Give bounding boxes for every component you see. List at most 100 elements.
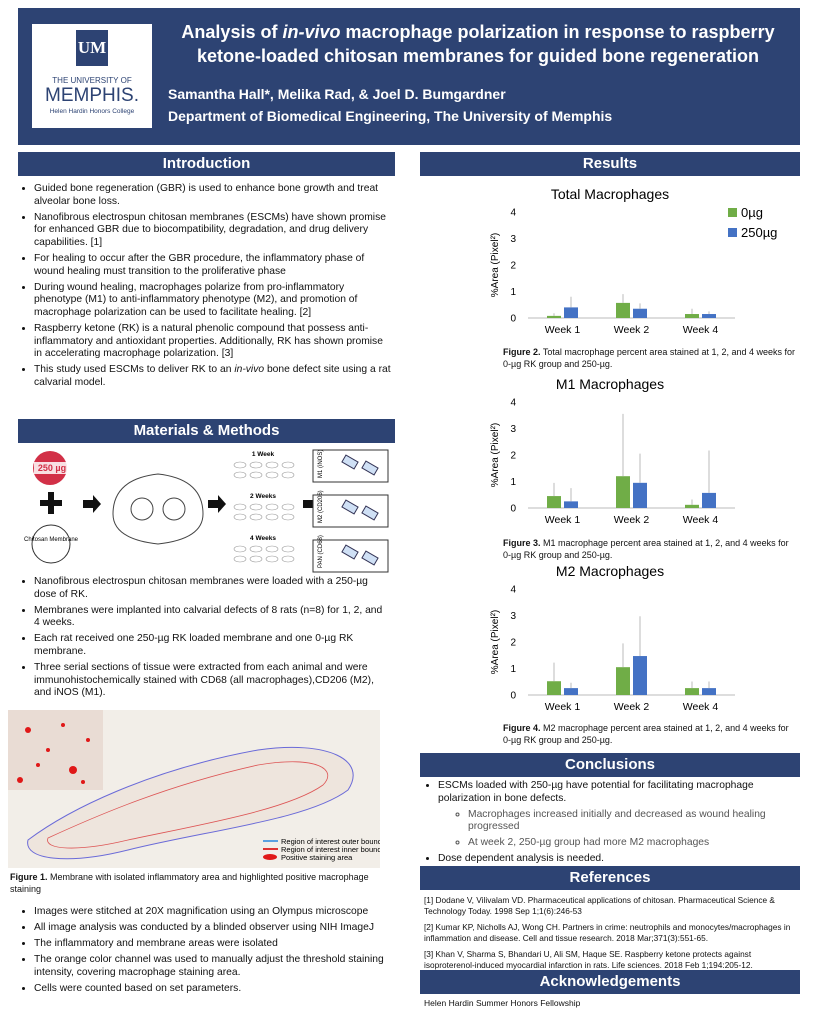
rat-icon [249,555,263,563]
y-tick-label: 4 [510,208,516,219]
legend-label: Region of interest inner boundary [281,845,380,854]
figure-caption: Figure 3. M1 macrophage percent area sta… [503,537,798,561]
x-tick-label: Week 4 [683,514,719,525]
bar [616,667,630,695]
caption-text: M1 macrophage percent area stained at 1,… [503,538,789,560]
chart-title: M2 Macrophages [556,563,664,579]
bar [702,314,716,318]
x-tick-label: Week 1 [545,324,581,335]
logo-line: THE UNIVERSITY OF [52,76,132,85]
references-list: [1] Dodane V, Vilivalam VD. Pharmaceutic… [424,895,796,976]
bar [547,315,561,318]
label-bg [34,462,70,474]
text-run: Each rat received one 250-µg RK loaded m… [34,633,354,657]
legend-label: 250µg [741,225,777,240]
rat-icon [281,513,295,521]
figure-caption: Figure 2. Total macrophage percent area … [503,346,798,370]
y-tick-label: 2 [510,451,516,462]
bar [633,308,647,318]
legend-label: 0µg [741,205,763,220]
y-tick-label: 4 [510,398,516,409]
methods-diagram: 250 µg Chitosan Membrane 1 Week 2 Weeks 4 … [24,449,389,573]
chart: Total Macrophages %Area (Pixel²) 0 1 2 3 4 Week… [490,186,777,335]
bullet: Images were stitched at 20X magnificatio… [34,906,390,919]
rat-icon [249,513,263,521]
bar [702,688,716,695]
y-tick-label: 4 [510,585,516,596]
caption-text: Membrane with isolated inflammatory area… [10,872,369,894]
bullet-list: Guided bone regeneration (GBR) is used t… [20,183,392,389]
text-run: The inflammatory and membrane areas were… [34,938,278,950]
bar [616,476,630,508]
slide [361,550,379,566]
bullet: Guided bone regeneration (GBR) is used t… [34,183,392,208]
rat-icon [265,513,279,521]
bar [633,656,647,695]
caption-label: Figure 3. [503,538,541,548]
x-tick-label: Week 1 [545,701,581,712]
bar [564,688,578,695]
figure-caption: Figure 4. M2 macrophage percent area sta… [503,722,798,746]
rat-icon [233,471,247,479]
bullet: Dose dependent analysis is needed. [438,853,796,866]
bar [633,482,647,508]
caption-label: Figure 2. [503,347,541,357]
caption-text: Total macrophage percent area stained at… [503,347,796,369]
defect [162,497,186,521]
rat-icon [249,503,263,511]
bar [564,501,578,508]
text-run: The orange color channel was used to man… [34,954,384,978]
x-tick-label: Week 2 [614,324,650,335]
bullet-list: Images were stitched at 20X magnificatio… [20,906,390,996]
bullet: Cells were counted based on set paramete… [34,983,390,996]
chart: M1 Macrophages %Area (Pixel²) 0 1 2 3 4 Week 1 W… [490,376,735,525]
caption-text: M2 macrophage percent area stained at 1,… [503,723,789,745]
logo-line: MEMPHIS. [45,85,139,106]
chart: M2 Macrophages %Area (Pixel²) 0 1 2 3 4 Week 1 W… [490,563,735,712]
bullet: ESCMs loaded with 250-µg have potential … [438,780,796,805]
y-axis-label: %Area (Pixel²) [490,610,501,674]
text-run: Membranes were implanted into calvarial … [34,604,383,629]
bullet: Each rat received one 250-µg RK loaded m… [34,633,390,658]
stain-label: M2 (CD206) [318,490,324,523]
skull-drawing [112,473,204,545]
acknowledgement-text: Helen Hardin Summer Honors Fellowship [424,998,581,1008]
rat-icon [265,555,279,563]
reference: [1] Dodane V, Vilivalam VD. Pharmaceutic… [424,895,775,916]
tissue-tile [8,710,103,790]
chart-title: M1 Macrophages [556,376,664,392]
y-tick-label: 0 [510,691,516,702]
bullet: Nanofibrous electrospun chitosan membran… [34,212,392,250]
rat-icon [233,555,247,563]
text-run: macrophage polarization in response to r… [196,22,775,66]
rat-icon [265,461,279,469]
membrane-label: Chitosan Membrane [24,537,79,543]
methods-list: Images were stitched at 20X magnificatio… [20,906,390,999]
rat-icon [249,461,263,469]
defect [130,497,154,521]
conclusions-list: ESCMs loaded with 250-µg have potential … [424,780,796,870]
caption-label: Figure 4. [503,723,541,733]
figure-caption: Figure 1. Membrane with isolated inflamm… [10,871,380,895]
legend-label: Region of interest outer boundary [281,837,380,846]
rat-icon [281,503,295,511]
text-run: Nanofibrous electrospun chitosan membran… [34,576,368,600]
text-run: bone defect site using a rat calvarial m… [34,364,391,388]
text-run: Cells were counted based on set paramete… [34,982,242,994]
y-axis-label: %Area (Pixel²) [490,423,501,487]
section-heading: Introduction [18,152,395,176]
bullet: Raspberry ketone (RK) is a natural pheno… [34,323,392,361]
bullet: Nanofibrous electrospun chitosan membran… [34,576,390,601]
stain-boxes: M1 (iNOS) M2 (CD206) PAN (CD68) [312,449,389,573]
slide [361,505,379,521]
reference: [3] Khan V, Sharma S, Bhandari U, Ali SM… [424,949,753,970]
plus-icon [40,492,62,514]
y-tick-label: 2 [510,261,516,272]
text-run: Guided bone regeneration (GBR) is used t… [34,183,379,207]
slide [361,460,379,476]
section-heading: Acknowledgements [420,970,800,994]
rat-icon [233,461,247,469]
bullet: This study used ESCMs to deliver RK to a… [34,364,392,389]
affiliation: Department of Biomedical Engineering, Th… [168,108,613,124]
